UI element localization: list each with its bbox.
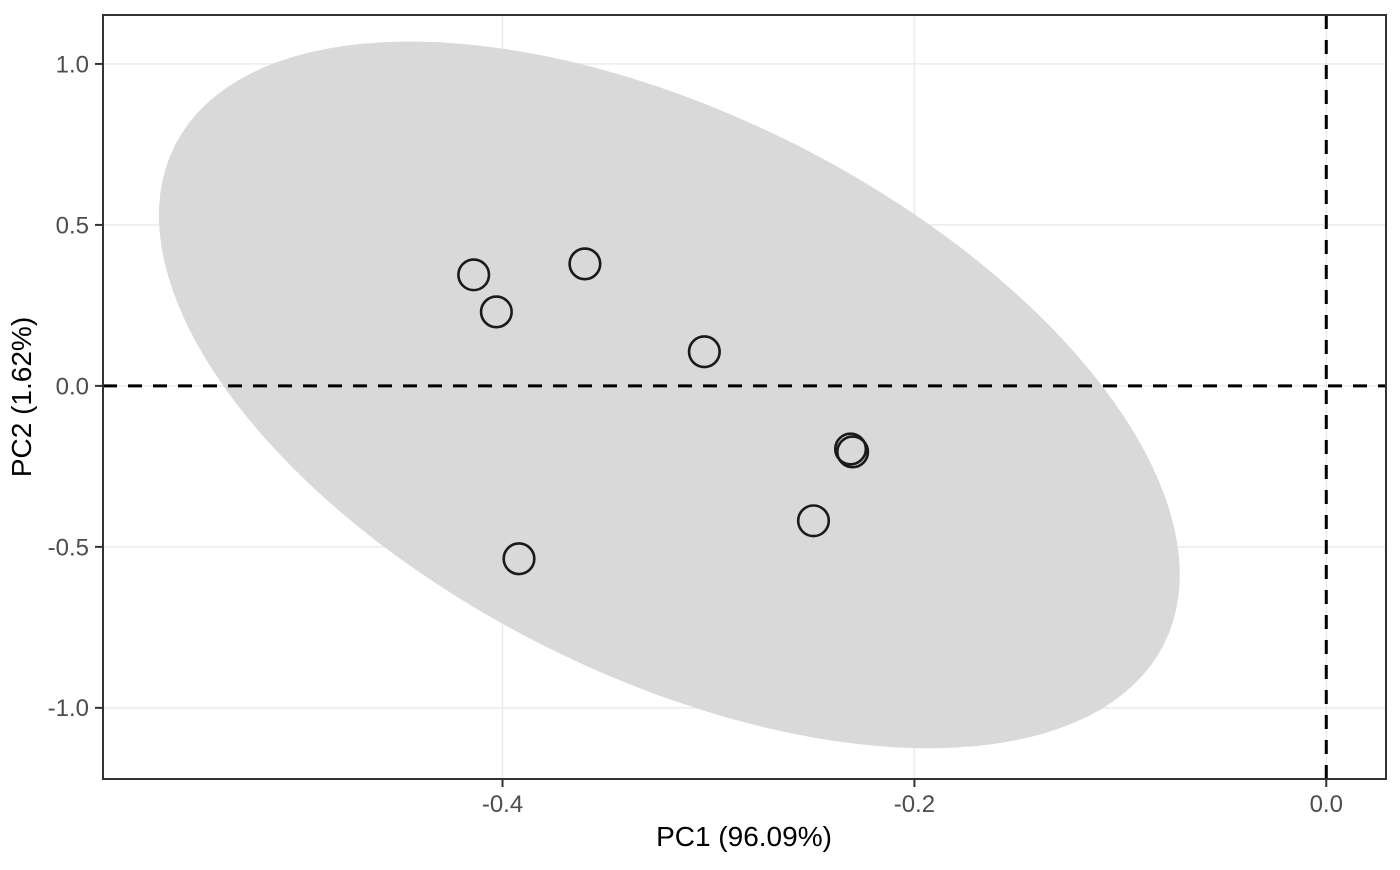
panel-border: [102, 14, 1387, 780]
y-tick-label: -0.5: [48, 534, 89, 561]
x-tick-label: -0.2: [894, 791, 935, 818]
data-point: [502, 542, 536, 576]
x-tick-label: -0.4: [482, 791, 523, 818]
data-points: [457, 247, 870, 576]
data-point: [796, 504, 831, 538]
x-tick-label: 0.0: [1310, 791, 1343, 818]
y-tick-label: -1.0: [48, 695, 89, 722]
y-axis-title: PC2 (1.62%): [6, 317, 37, 477]
data-point: [479, 295, 513, 329]
plot-panel: [103, 15, 1386, 779]
y-tick-label: 0.5: [56, 212, 89, 239]
y-tick-label: 0.0: [56, 373, 89, 400]
data-point: [457, 258, 491, 292]
data-point: [687, 335, 721, 369]
data-point: [568, 247, 602, 281]
confidence-ellipse: [159, 41, 1180, 749]
axis-ticks: [95, 62, 1328, 787]
y-tick-label: 1.0: [56, 51, 89, 78]
x-axis-title: PC1 (96.09%): [656, 821, 832, 852]
data-point: [836, 435, 870, 469]
tick-labels: -0.4 -0.2 0.0 1.0 0.5 0.0 -0.5 -1.0: [48, 51, 1343, 818]
data-point: [833, 432, 868, 466]
